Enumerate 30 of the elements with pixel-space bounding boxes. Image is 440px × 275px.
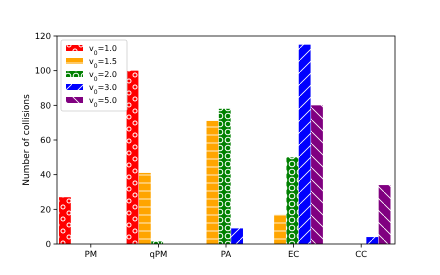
- legend-label: v$_{0}$=3.0: [89, 83, 117, 96]
- legend-label: v$_{0}$=2.0: [89, 70, 117, 82]
- bar: [311, 105, 323, 244]
- y-axis-title: Number of collisions: [22, 94, 32, 186]
- y-tick-label: 60: [40, 136, 51, 146]
- bar: [206, 120, 218, 244]
- bar: [126, 70, 138, 244]
- bar: [231, 228, 243, 244]
- x-tick-label: CC: [355, 250, 368, 260]
- legend-label: v$_{0}$=1.0: [89, 44, 117, 56]
- y-tick-label: 80: [40, 101, 51, 112]
- y-tick-label: 40: [40, 170, 51, 181]
- bar: [298, 44, 311, 244]
- x-tick-label: PM: [84, 250, 98, 260]
- bar: [138, 172, 151, 244]
- bar: [59, 197, 71, 244]
- bar: [366, 237, 378, 244]
- legend-label: v$_{0}$=5.0: [89, 96, 117, 108]
- legend-label: v$_{0}$=1.5: [89, 57, 117, 70]
- y-tick-label: 0: [46, 240, 51, 250]
- x-tick-label: qPM: [149, 250, 168, 260]
- bar: [378, 185, 390, 244]
- x-tick-label: PA: [220, 250, 232, 260]
- bar: [286, 157, 298, 244]
- y-tick-label: 120: [34, 32, 51, 42]
- bar: [218, 108, 231, 244]
- y-tick-label: 100: [34, 66, 51, 77]
- bar: [274, 214, 286, 244]
- y-tick-label: 20: [40, 205, 51, 216]
- x-tick-label: EC: [288, 250, 300, 260]
